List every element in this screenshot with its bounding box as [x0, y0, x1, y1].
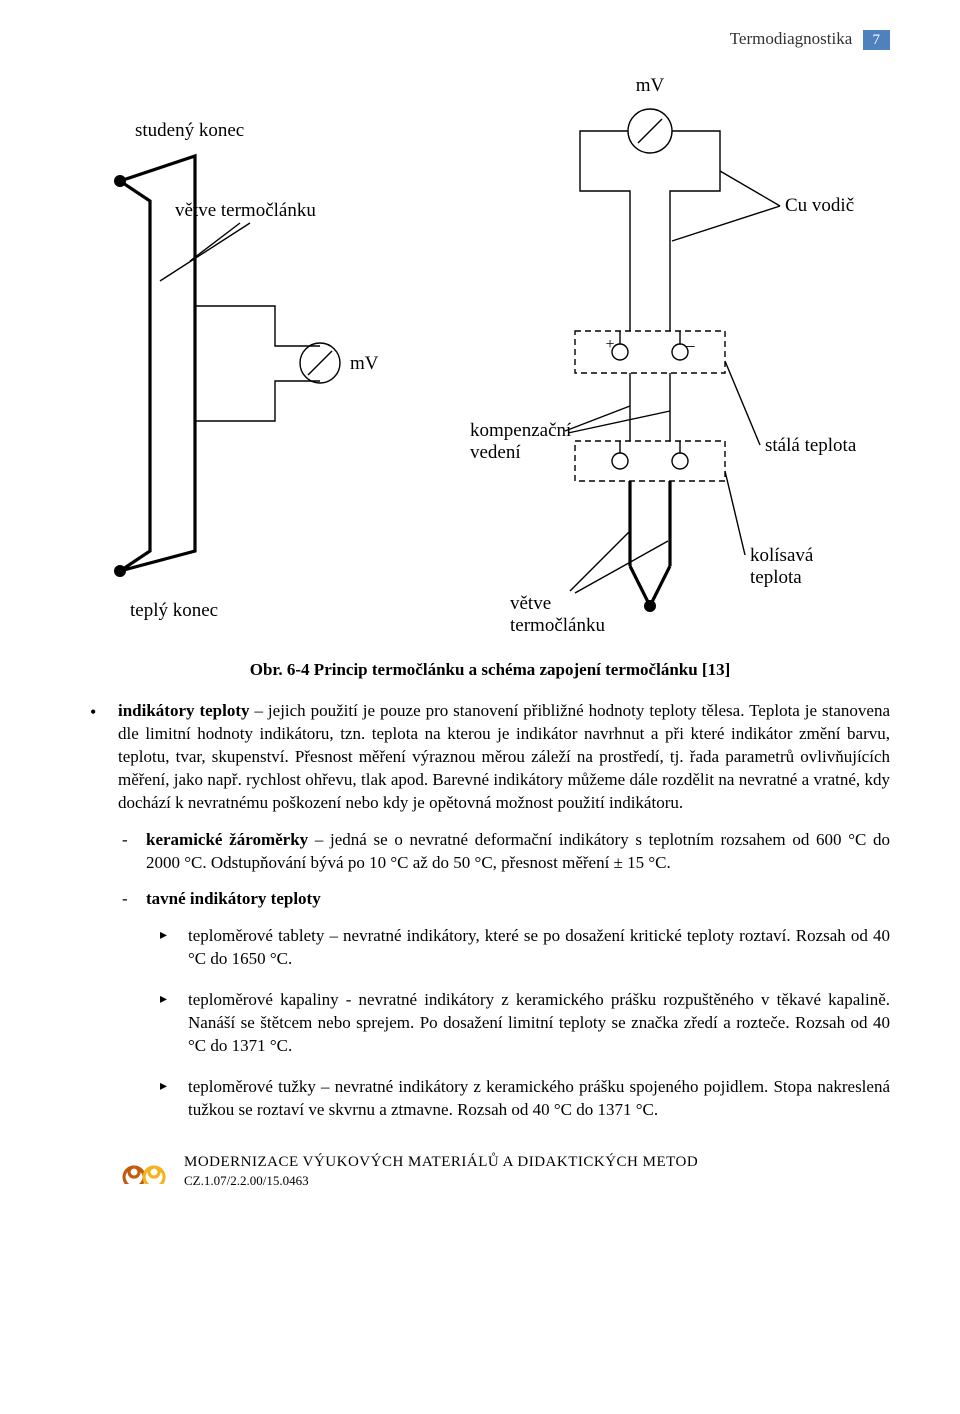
arrow-text: teploměrové tužky – nevratné indikátory …	[188, 1076, 890, 1122]
footer-text: MODERNIZACE VÝUKOVÝCH MATERIÁLŮ A DIDAKT…	[184, 1152, 698, 1190]
svg-text:vedení: vedení	[470, 442, 521, 463]
svg-text:mV: mV	[636, 75, 665, 96]
bullet-text: indikátory teploty – jejich použití je p…	[118, 700, 890, 815]
svg-text:mV: mV	[350, 353, 379, 374]
dash-icon: -	[122, 888, 146, 911]
arrow-icon: ▸	[160, 989, 188, 1058]
svg-text:stálá teplota: stálá teplota	[765, 435, 857, 456]
svg-text:kolísavá: kolísavá	[750, 545, 814, 566]
footer-line1: MODERNIZACE VÝUKOVÝCH MATERIÁLŮ A DIDAKT…	[184, 1152, 698, 1172]
arrow-kapaliny: ▸ teploměrové kapaliny - nevratné indiká…	[160, 989, 890, 1058]
dash-icon: -	[122, 829, 146, 875]
thermocouple-diagram: mV studený konec větve termočlánku teplý ko…	[90, 61, 890, 641]
bullet-dot-icon: •	[90, 700, 118, 815]
bullet-indikatory-teploty: • indikátory teploty – jejich použití je…	[90, 700, 890, 815]
dash-keramicke-zaromerky: - keramické žároměrky – jedná se o nevra…	[122, 829, 890, 875]
svg-text:teplota: teplota	[750, 567, 802, 588]
bullet-lead: indikátory teploty	[118, 701, 250, 720]
page-footer: MODERNIZACE VÝUKOVÝCH MATERIÁLŮ A DIDAKT…	[90, 1150, 890, 1191]
arrow-tuzky: ▸ teploměrové tužky – nevratné indikátor…	[160, 1076, 890, 1122]
svg-text:kompenzační: kompenzační	[470, 420, 572, 441]
svg-text:termočlánku: termočlánku	[510, 615, 605, 636]
svg-text:teplý konec: teplý konec	[130, 600, 218, 621]
svg-text:+: +	[605, 336, 614, 353]
arrow-icon: ▸	[160, 1076, 188, 1122]
arrow-tablety: ▸ teploměrové tablety – nevratné indikát…	[160, 925, 890, 971]
figure-caption: Obr. 6-4 Princip termočlánku a schéma za…	[90, 659, 890, 682]
dash-tavne-indikatory: - tavné indikátory teploty	[122, 888, 890, 911]
arrow-text: teploměrové kapaliny - nevratné indikáto…	[188, 989, 890, 1058]
svg-text:–: –	[685, 335, 696, 355]
running-header: Termodiagnostika 7	[90, 28, 890, 51]
project-logo-icon	[120, 1150, 168, 1191]
dash-lead: tavné indikátory teploty	[146, 888, 890, 911]
dash-text: keramické žároměrky – jedná se o nevratn…	[146, 829, 890, 875]
arrow-icon: ▸	[160, 925, 188, 971]
svg-text:větve termočlánku: větve termočlánku	[175, 200, 316, 221]
diagram-svg: mV studený konec větve termočlánku teplý ko…	[90, 61, 890, 641]
svg-text:studený konec: studený konec	[135, 120, 244, 141]
arrow-text: teploměrové tablety – nevratné indikátor…	[188, 925, 890, 971]
page-number-chip: 7	[863, 30, 891, 50]
svg-text:větve: větve	[510, 593, 551, 614]
footer-line2: CZ.1.07/2.2.00/15.0463	[184, 1172, 698, 1190]
running-title: Termodiagnostika	[730, 29, 853, 48]
svg-text:Cu vodič: Cu vodič	[785, 195, 854, 216]
dash-lead: keramické žároměrky	[146, 830, 308, 849]
